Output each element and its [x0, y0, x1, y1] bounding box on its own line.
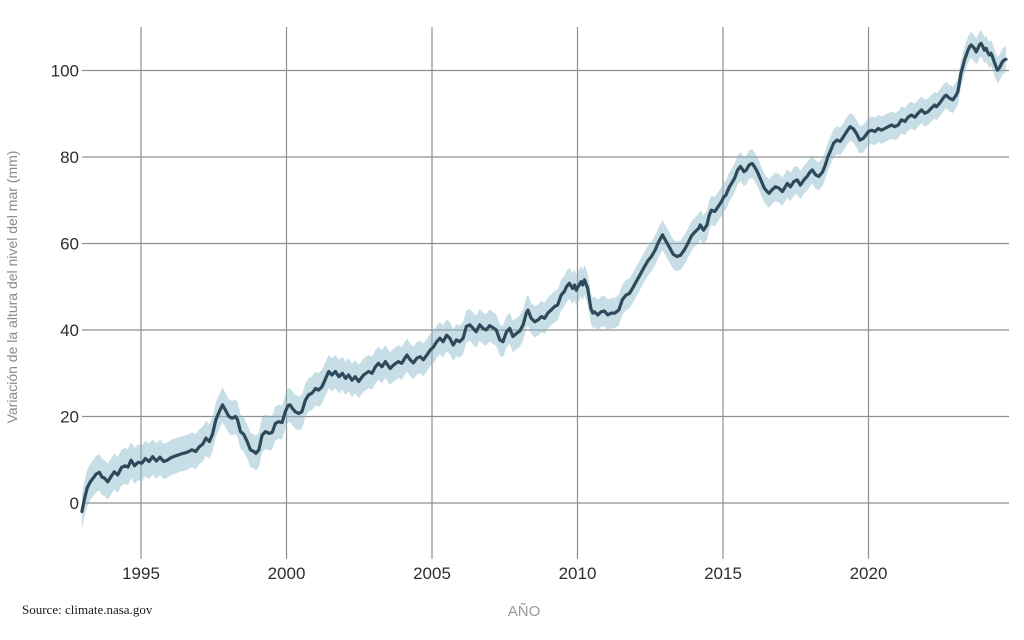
x-tick-label-2010: 2010	[559, 564, 597, 583]
x-tick-label-2020: 2020	[850, 564, 888, 583]
y-tick-label-40: 40	[60, 321, 79, 340]
sea-level-line	[80, 41, 1008, 514]
y-tick-label-20: 20	[60, 408, 79, 427]
y-tick-label-100: 100	[51, 62, 79, 81]
x-tick-labels: 1995 2000 2005 2010 2015 2020	[122, 564, 887, 583]
y-tick-label-80: 80	[60, 148, 79, 167]
x-tick-label-2015: 2015	[704, 564, 742, 583]
x-tick-label-1995: 1995	[122, 564, 160, 583]
x-tick-label-2005: 2005	[413, 564, 451, 583]
y-tick-labels: 0 20 40 60 80 100	[51, 62, 79, 514]
x-tick-label-2000: 2000	[268, 564, 306, 583]
y-tick-label-60: 60	[60, 235, 79, 254]
x-axis-ticks	[140, 550, 870, 559]
y-axis-title: Variación de la altura del nivel del mar…	[4, 151, 20, 424]
source-note: Source: climate.nasa.gov	[22, 602, 153, 617]
horizontal-gridlines	[82, 69, 1009, 504]
x-axis-title: AÑO	[508, 603, 541, 620]
y-tick-label-0: 0	[70, 494, 79, 513]
vertical-gridlines	[140, 27, 870, 550]
uncertainty-band	[81, 30, 1006, 530]
